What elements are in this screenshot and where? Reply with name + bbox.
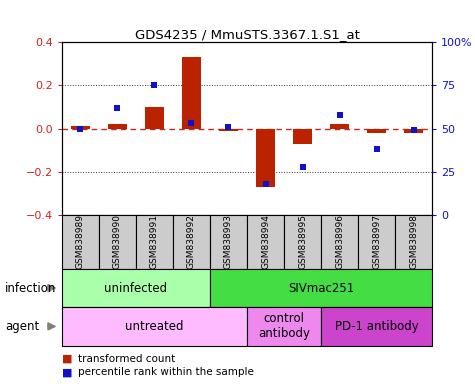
Text: ■: ■ bbox=[62, 367, 72, 377]
Bar bbox=[62, 307, 247, 346]
Text: GSM838990: GSM838990 bbox=[113, 214, 122, 270]
Text: GSM838992: GSM838992 bbox=[187, 215, 196, 269]
Bar bbox=[71, 126, 89, 129]
Text: agent: agent bbox=[5, 320, 39, 333]
Text: GSM838993: GSM838993 bbox=[224, 214, 233, 270]
Text: infection: infection bbox=[5, 281, 56, 295]
Bar bbox=[247, 215, 284, 269]
Text: ■: ■ bbox=[62, 354, 72, 364]
Bar bbox=[145, 107, 163, 129]
Text: GSM838997: GSM838997 bbox=[372, 214, 381, 270]
Bar bbox=[62, 269, 210, 307]
Bar bbox=[62, 215, 99, 269]
Text: GSM838998: GSM838998 bbox=[409, 214, 418, 270]
Bar bbox=[136, 215, 173, 269]
Bar bbox=[182, 57, 201, 129]
Text: transformed count: transformed count bbox=[78, 354, 176, 364]
Bar bbox=[210, 215, 247, 269]
Bar bbox=[321, 215, 358, 269]
Text: GSM838995: GSM838995 bbox=[298, 214, 307, 270]
Bar bbox=[321, 307, 432, 346]
Bar bbox=[284, 215, 321, 269]
Bar bbox=[405, 129, 423, 133]
Text: percentile rank within the sample: percentile rank within the sample bbox=[78, 367, 254, 377]
Bar bbox=[99, 215, 136, 269]
Text: control
antibody: control antibody bbox=[258, 313, 310, 340]
Text: SIVmac251: SIVmac251 bbox=[288, 281, 354, 295]
Bar bbox=[293, 129, 312, 144]
Bar bbox=[219, 129, 238, 131]
Bar bbox=[173, 215, 210, 269]
Bar bbox=[358, 215, 395, 269]
Text: GSM838996: GSM838996 bbox=[335, 214, 344, 270]
Text: PD-1 antibody: PD-1 antibody bbox=[335, 320, 418, 333]
Text: GSM838989: GSM838989 bbox=[76, 214, 85, 270]
Text: GSM838994: GSM838994 bbox=[261, 215, 270, 269]
Text: untreated: untreated bbox=[125, 320, 184, 333]
Text: uninfected: uninfected bbox=[104, 281, 167, 295]
Title: GDS4235 / MmuSTS.3367.1.S1_at: GDS4235 / MmuSTS.3367.1.S1_at bbox=[134, 28, 360, 41]
Bar bbox=[331, 124, 349, 129]
Bar bbox=[368, 129, 386, 133]
Text: GSM838991: GSM838991 bbox=[150, 214, 159, 270]
Bar bbox=[247, 307, 321, 346]
Bar bbox=[395, 215, 432, 269]
Bar bbox=[256, 129, 275, 187]
Bar bbox=[210, 269, 432, 307]
Bar bbox=[108, 124, 126, 129]
